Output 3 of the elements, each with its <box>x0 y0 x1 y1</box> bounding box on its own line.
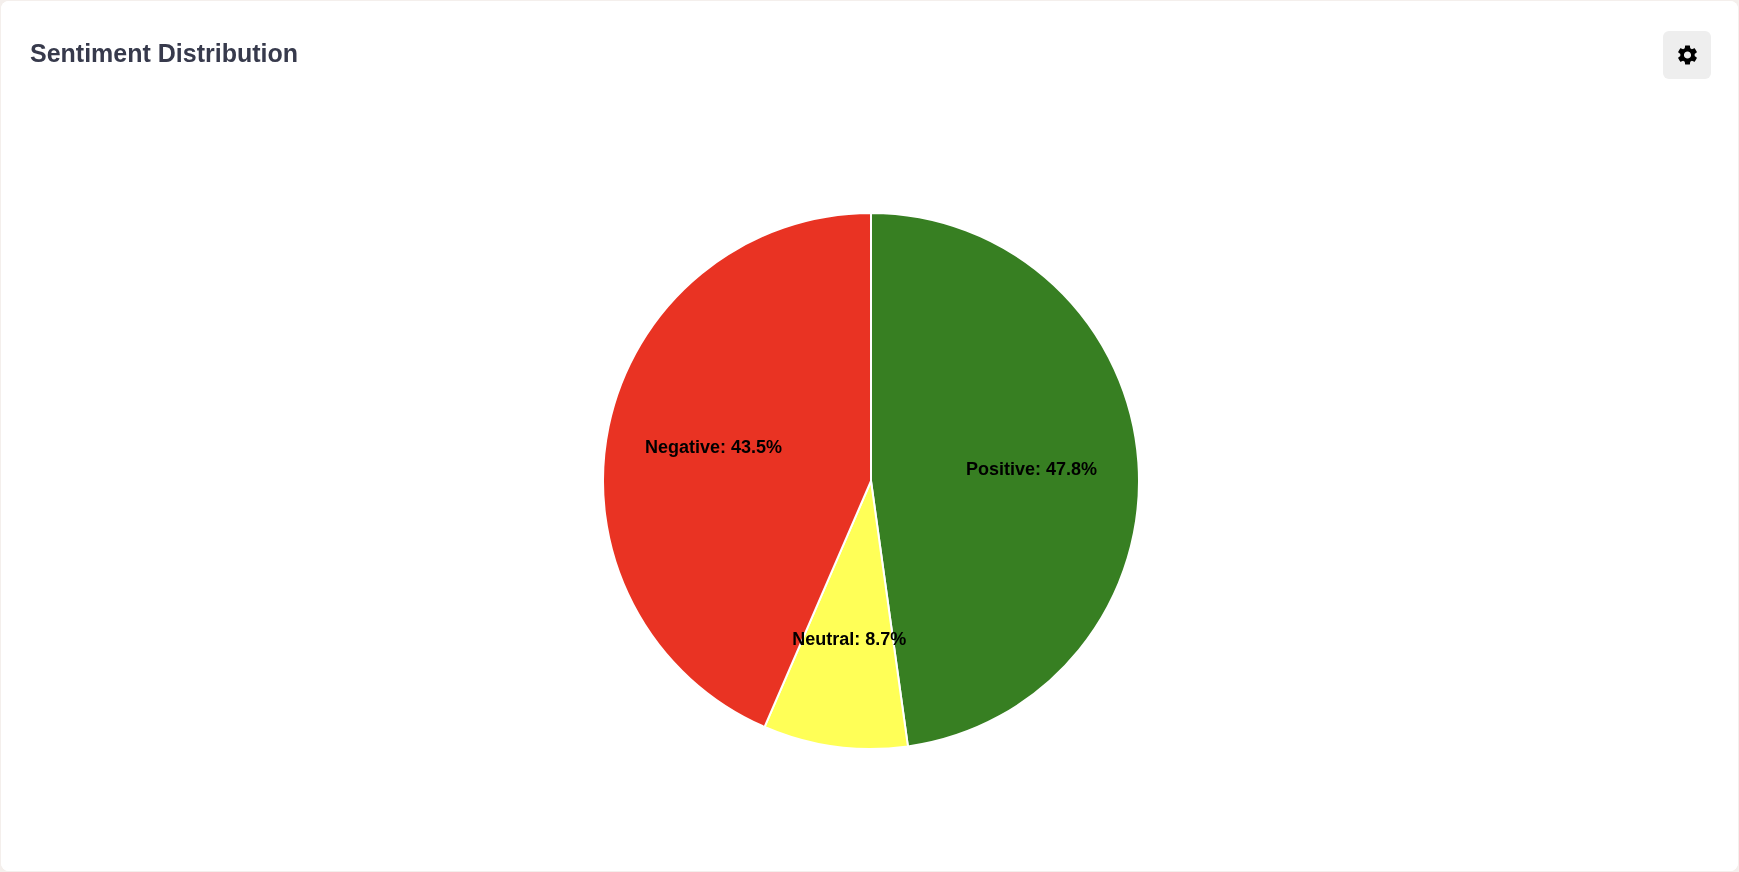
slice-label: Positive: 47.8% <box>965 458 1097 479</box>
text: Sentiment Distribution <box>30 39 299 67</box>
slice-label: Negative: 43.5% <box>645 437 783 458</box>
